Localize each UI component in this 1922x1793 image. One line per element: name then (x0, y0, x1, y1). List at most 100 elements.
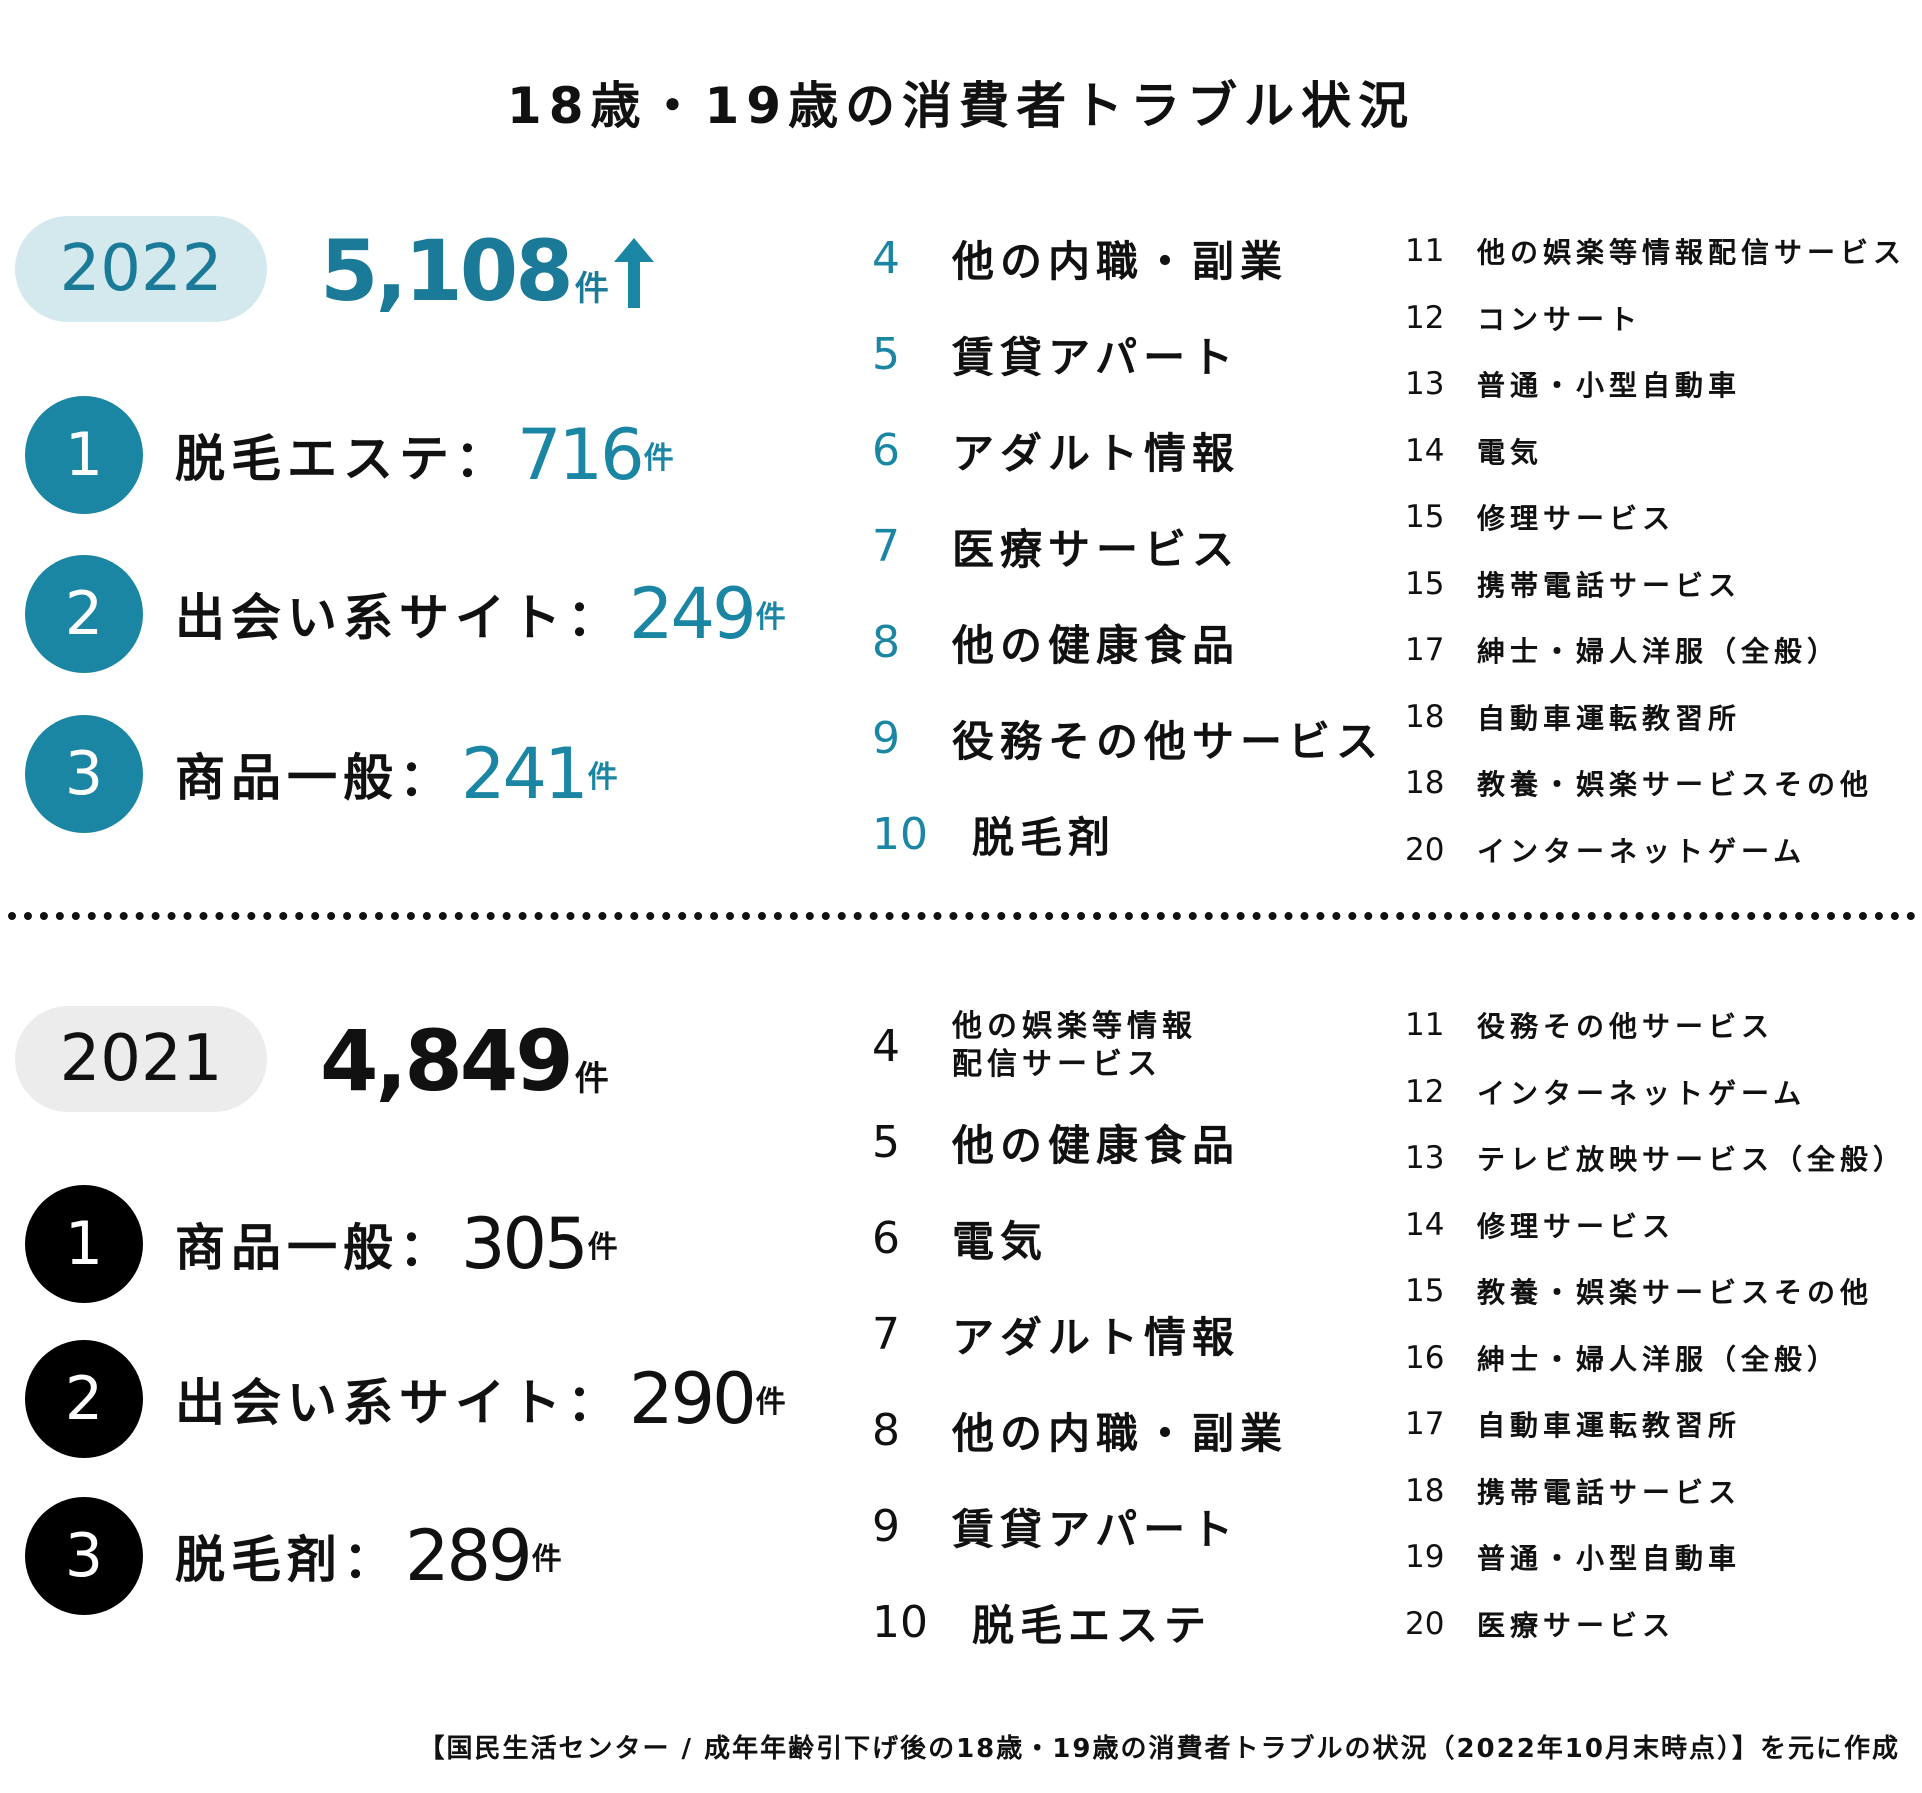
rank-item-2: 2 出会い系サイト： 249 件 (25, 555, 786, 673)
rank-item-1: 1 脱毛エステ： 716 件 (25, 396, 674, 514)
item-label: 他の内職・副業 (952, 236, 1289, 286)
rank-unit: 件 (755, 1385, 786, 1420)
item-label: アダルト情報 (952, 1312, 1241, 1362)
rank-number: 9 (872, 1500, 900, 1552)
rank-number: 18 (1405, 698, 1445, 735)
total-number: 4,849 (320, 1012, 574, 1110)
list-item: 14 電気 (1405, 418, 1906, 485)
list-item: 18 携帯電話サービス (1405, 1458, 1906, 1525)
list-item: 14 修理サービス (1405, 1192, 1906, 1259)
item-label: 紳士・婦人洋服（全般） (1477, 1342, 1841, 1376)
item-label: 修理サービス (1477, 502, 1676, 536)
item-label: 脱毛剤 (972, 812, 1117, 862)
rank-number: 18 (1405, 765, 1445, 802)
rank-item-3: 3 商品一般： 241 件 (25, 715, 618, 833)
ranking-list-11-20: 11 役務その他サービス 12 インターネットゲーム 13 テレビ放映サービス（全般）… (1405, 992, 1906, 1657)
section-divider (8, 912, 1916, 920)
item-label: 医療サービス (1477, 1608, 1676, 1642)
item-label: 携帯電話サービス (1477, 1475, 1742, 1509)
total-number: 5,108 (320, 222, 574, 320)
item-label: 他の健康食品 (952, 620, 1241, 670)
rank-value: 289 (405, 1515, 533, 1597)
rank-badge: 2 (25, 555, 143, 673)
item-label: インターネットゲーム (1477, 1076, 1807, 1110)
rank-value: 249 (629, 573, 757, 655)
rank-name: 脱毛エステ： (175, 430, 511, 488)
list-item: 7 医療サービス (872, 498, 1384, 594)
rank-number: 10 (872, 1596, 928, 1648)
rank-number: 15 (1405, 565, 1445, 602)
item-label: 教養・娯楽サービスその他 (1477, 768, 1874, 802)
list-item: 18 自動車運転教習所 (1405, 684, 1906, 751)
rank-number: 6 (872, 1212, 900, 1264)
rank-number: 10 (872, 808, 928, 860)
list-item: 9 賃貸アパート (872, 1478, 1288, 1574)
rank-item-3: 3 脱毛剤： 289 件 (25, 1497, 562, 1615)
list-item: 13 テレビ放映サービス（全般） (1405, 1125, 1906, 1192)
list-item: 6 電気 (872, 1190, 1288, 1286)
total-count-2022: 5,108 件 (320, 222, 609, 320)
rank-number: 14 (1405, 1206, 1445, 1243)
source-note: 【国民生活センター / 成年年齢引下げ後の18歳・19歳の消費者トラブルの状況（… (418, 1734, 1900, 1764)
rank-number: 7 (872, 1308, 900, 1360)
rank-number: 7 (872, 520, 900, 572)
list-item: 16 紳士・婦人洋服（全般） (1405, 1325, 1906, 1392)
list-item: 12 コンサート (1405, 285, 1906, 352)
rank-number: 14 (1405, 432, 1445, 469)
list-item: 18 教養・娯楽サービスその他 (1405, 750, 1906, 817)
list-item: 5 賃貸アパート (872, 306, 1384, 402)
rank-item-2: 2 出会い系サイト： 290 件 (25, 1340, 786, 1458)
item-label: 紳士・婦人洋服（全般） (1477, 635, 1841, 669)
rank-name: 商品一般： (175, 749, 455, 807)
rank-number: 19 (1405, 1539, 1445, 1576)
total-unit: 件 (574, 1059, 609, 1099)
item-label: 他の健康食品 (952, 1120, 1241, 1170)
rank-number: 13 (1405, 1140, 1445, 1177)
rank-number: 16 (1405, 1339, 1445, 1376)
rank-unit: 件 (643, 441, 674, 476)
rank-badge: 1 (25, 396, 143, 514)
total-unit: 件 (574, 269, 609, 309)
item-label: 役務その他サービス (952, 716, 1385, 766)
list-item: 9 役務その他サービス (872, 690, 1384, 786)
rank-number: 17 (1405, 632, 1445, 669)
rank-badge: 3 (25, 715, 143, 833)
item-label: 自動車運転教習所 (1477, 1409, 1742, 1443)
list-item: 15 携帯電話サービス (1405, 551, 1906, 618)
list-item: 15 教養・娯楽サービスその他 (1405, 1258, 1906, 1325)
item-label: 他の内職・副業 (952, 1408, 1289, 1458)
rank-number: 20 (1405, 1605, 1445, 1642)
rank-number: 5 (872, 1116, 900, 1168)
rank-name: 商品一般： (175, 1219, 455, 1277)
list-item: 19 普通・小型自動車 (1405, 1524, 1906, 1591)
rank-value: 305 (461, 1203, 589, 1285)
item-label: 役務その他サービス (1477, 1010, 1775, 1044)
year-badge-2022: 2022 (15, 216, 267, 322)
item-label: 普通・小型自動車 (1477, 1542, 1742, 1576)
rank-number: 9 (872, 712, 900, 764)
item-label: 携帯電話サービス (1477, 568, 1742, 602)
list-item: 5 他の健康食品 (872, 1094, 1288, 1190)
item-label: アダルト情報 (952, 428, 1241, 478)
rank-number: 8 (872, 1404, 900, 1456)
list-item: 8 他の健康食品 (872, 594, 1384, 690)
list-item: 17 自動車運転教習所 (1405, 1391, 1906, 1458)
section-2021: 2021 4,849 件 1 商品一般： 305 件 2 出会い系サイト： 29… (0, 970, 1922, 1690)
rank-value: 290 (629, 1358, 757, 1440)
rank-number: 4 (872, 232, 900, 284)
list-item: 12 インターネットゲーム (1405, 1059, 1906, 1126)
rank-number: 11 (1405, 233, 1445, 270)
total-count-2021: 4,849 件 (320, 1012, 609, 1110)
list-item: 20 インターネットゲーム (1405, 817, 1906, 884)
rank-unit: 件 (587, 1230, 618, 1265)
list-item: 4 他の娯楽等情報 配信サービス (872, 998, 1288, 1094)
item-label: テレビ放映サービス（全般） (1477, 1143, 1907, 1177)
rank-number: 12 (1405, 1073, 1445, 1110)
rank-number: 15 (1405, 1273, 1445, 1310)
list-item: 15 修理サービス (1405, 484, 1906, 551)
rank-number: 8 (872, 616, 900, 668)
list-item: 17 紳士・婦人洋服（全般） (1405, 617, 1906, 684)
item-label: 普通・小型自動車 (1477, 369, 1742, 403)
rank-number: 4 (872, 1020, 900, 1072)
rank-number: 15 (1405, 499, 1445, 536)
